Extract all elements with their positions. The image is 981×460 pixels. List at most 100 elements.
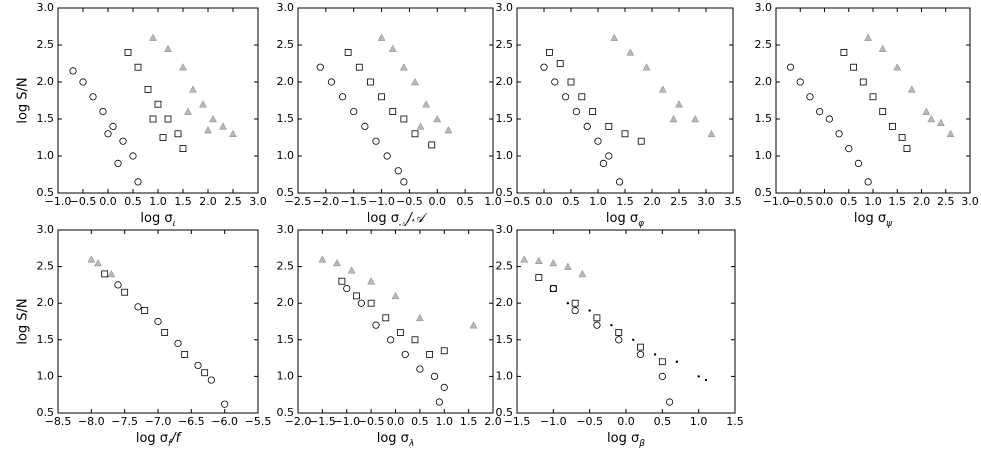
x-axis-label: log σβ [607, 431, 645, 449]
point [221, 400, 229, 408]
x-tick-label: −8.5 [45, 415, 72, 428]
axes-frame [57, 7, 259, 194]
point [675, 100, 683, 108]
point [179, 63, 187, 71]
point [79, 78, 87, 86]
y-tick-label: 2.0 [496, 296, 514, 309]
point [327, 78, 336, 86]
point [469, 321, 478, 329]
point [316, 63, 324, 71]
x-tick-label: 2.0 [643, 195, 661, 208]
point [636, 350, 645, 359]
point [704, 378, 708, 382]
point [593, 314, 601, 322]
point [121, 288, 129, 296]
x-axis-label-sub: ι [173, 219, 176, 229]
x-tick-label: −7.5 [111, 415, 138, 428]
y-axis-label: log S/N [16, 298, 31, 344]
point [520, 255, 529, 263]
point [430, 372, 439, 380]
point [388, 44, 397, 52]
x-tick-label: 0.0 [99, 195, 117, 208]
point [535, 274, 543, 281]
point [353, 292, 360, 300]
point [372, 321, 380, 329]
x-axis-label: log σλ [377, 431, 415, 449]
x-tick-label: 2.0 [199, 195, 217, 208]
point [593, 321, 601, 329]
x-tick-label: 1.0 [589, 195, 607, 208]
point [578, 269, 587, 278]
x-axis-label-tail: /f [170, 431, 182, 446]
y-tick-label: 1.0 [37, 149, 55, 162]
point [691, 114, 700, 123]
point [440, 347, 448, 355]
point [154, 317, 162, 326]
point [174, 339, 182, 348]
point [440, 383, 448, 391]
x-tick-label: −1.0 [368, 195, 395, 208]
point [343, 284, 351, 293]
subplot: −1.5 −1.0 −0.5 0.0 0.5 1.0 1.5 0.5 1.0 1.5 2.0 2.5 3… [496, 223, 744, 449]
x-axis-label-main: log σ [377, 431, 409, 446]
point [415, 313, 424, 322]
x-axis-label-main: log σ [367, 211, 399, 226]
x-tick-label: 1.0 [149, 195, 167, 208]
points [786, 33, 955, 186]
point [347, 266, 356, 274]
point [796, 78, 804, 86]
point [599, 159, 608, 167]
point [119, 137, 127, 145]
x-tick-label: 3.0 [249, 195, 267, 208]
x-tick-label: −1.5 [340, 195, 367, 208]
x-tick-label: 2.5 [224, 195, 242, 208]
point [922, 107, 931, 115]
point [572, 108, 581, 116]
y-tick-label: 1.5 [277, 112, 295, 125]
point [194, 361, 202, 370]
point [615, 178, 624, 186]
y-tick-label: 0.5 [37, 186, 55, 199]
point [850, 63, 857, 71]
point [377, 33, 386, 41]
x-tick-label: 1.0 [436, 415, 454, 428]
x-tick-label: 0.5 [562, 195, 580, 208]
point [149, 33, 157, 41]
y-tick-label: 1.5 [755, 112, 773, 125]
point [637, 137, 645, 145]
point [350, 108, 358, 116]
point [389, 108, 397, 115]
x-tick-label: −2.5 [285, 195, 312, 208]
point [209, 114, 217, 123]
x-axis-label: log σφ [606, 211, 644, 229]
point [835, 130, 843, 138]
point [903, 145, 911, 153]
point [889, 123, 896, 130]
x-tick-label: 0.0 [429, 195, 447, 208]
y-tick-label: 2.5 [496, 260, 514, 273]
point [840, 49, 848, 56]
y-tick-label: 3.0 [37, 223, 55, 236]
point [229, 129, 237, 138]
point [179, 145, 187, 153]
axes-frame [775, 7, 971, 194]
y-tick-label: 0.5 [755, 186, 773, 199]
y-tick-label: 1.0 [755, 149, 773, 162]
x-tick-label: 0.5 [411, 415, 429, 428]
y-tick-label: 2.0 [37, 75, 55, 88]
point [707, 129, 716, 138]
x-tick-label: 3.0 [697, 195, 715, 208]
x-tick-label: −6.0 [211, 415, 238, 428]
x-axis-label-sub: λ [408, 439, 414, 449]
y-tick-label: 2.5 [496, 38, 514, 51]
point [344, 49, 352, 56]
y-tick-label: 2.5 [37, 38, 55, 51]
x-tick-label: −0.5 [787, 195, 814, 208]
y-tick-label: 0.5 [496, 406, 514, 419]
point [89, 93, 97, 101]
x-tick-label: 0.5 [654, 415, 672, 428]
point [946, 129, 955, 138]
point [400, 115, 408, 123]
point [134, 63, 142, 71]
axes-frame [57, 229, 259, 414]
